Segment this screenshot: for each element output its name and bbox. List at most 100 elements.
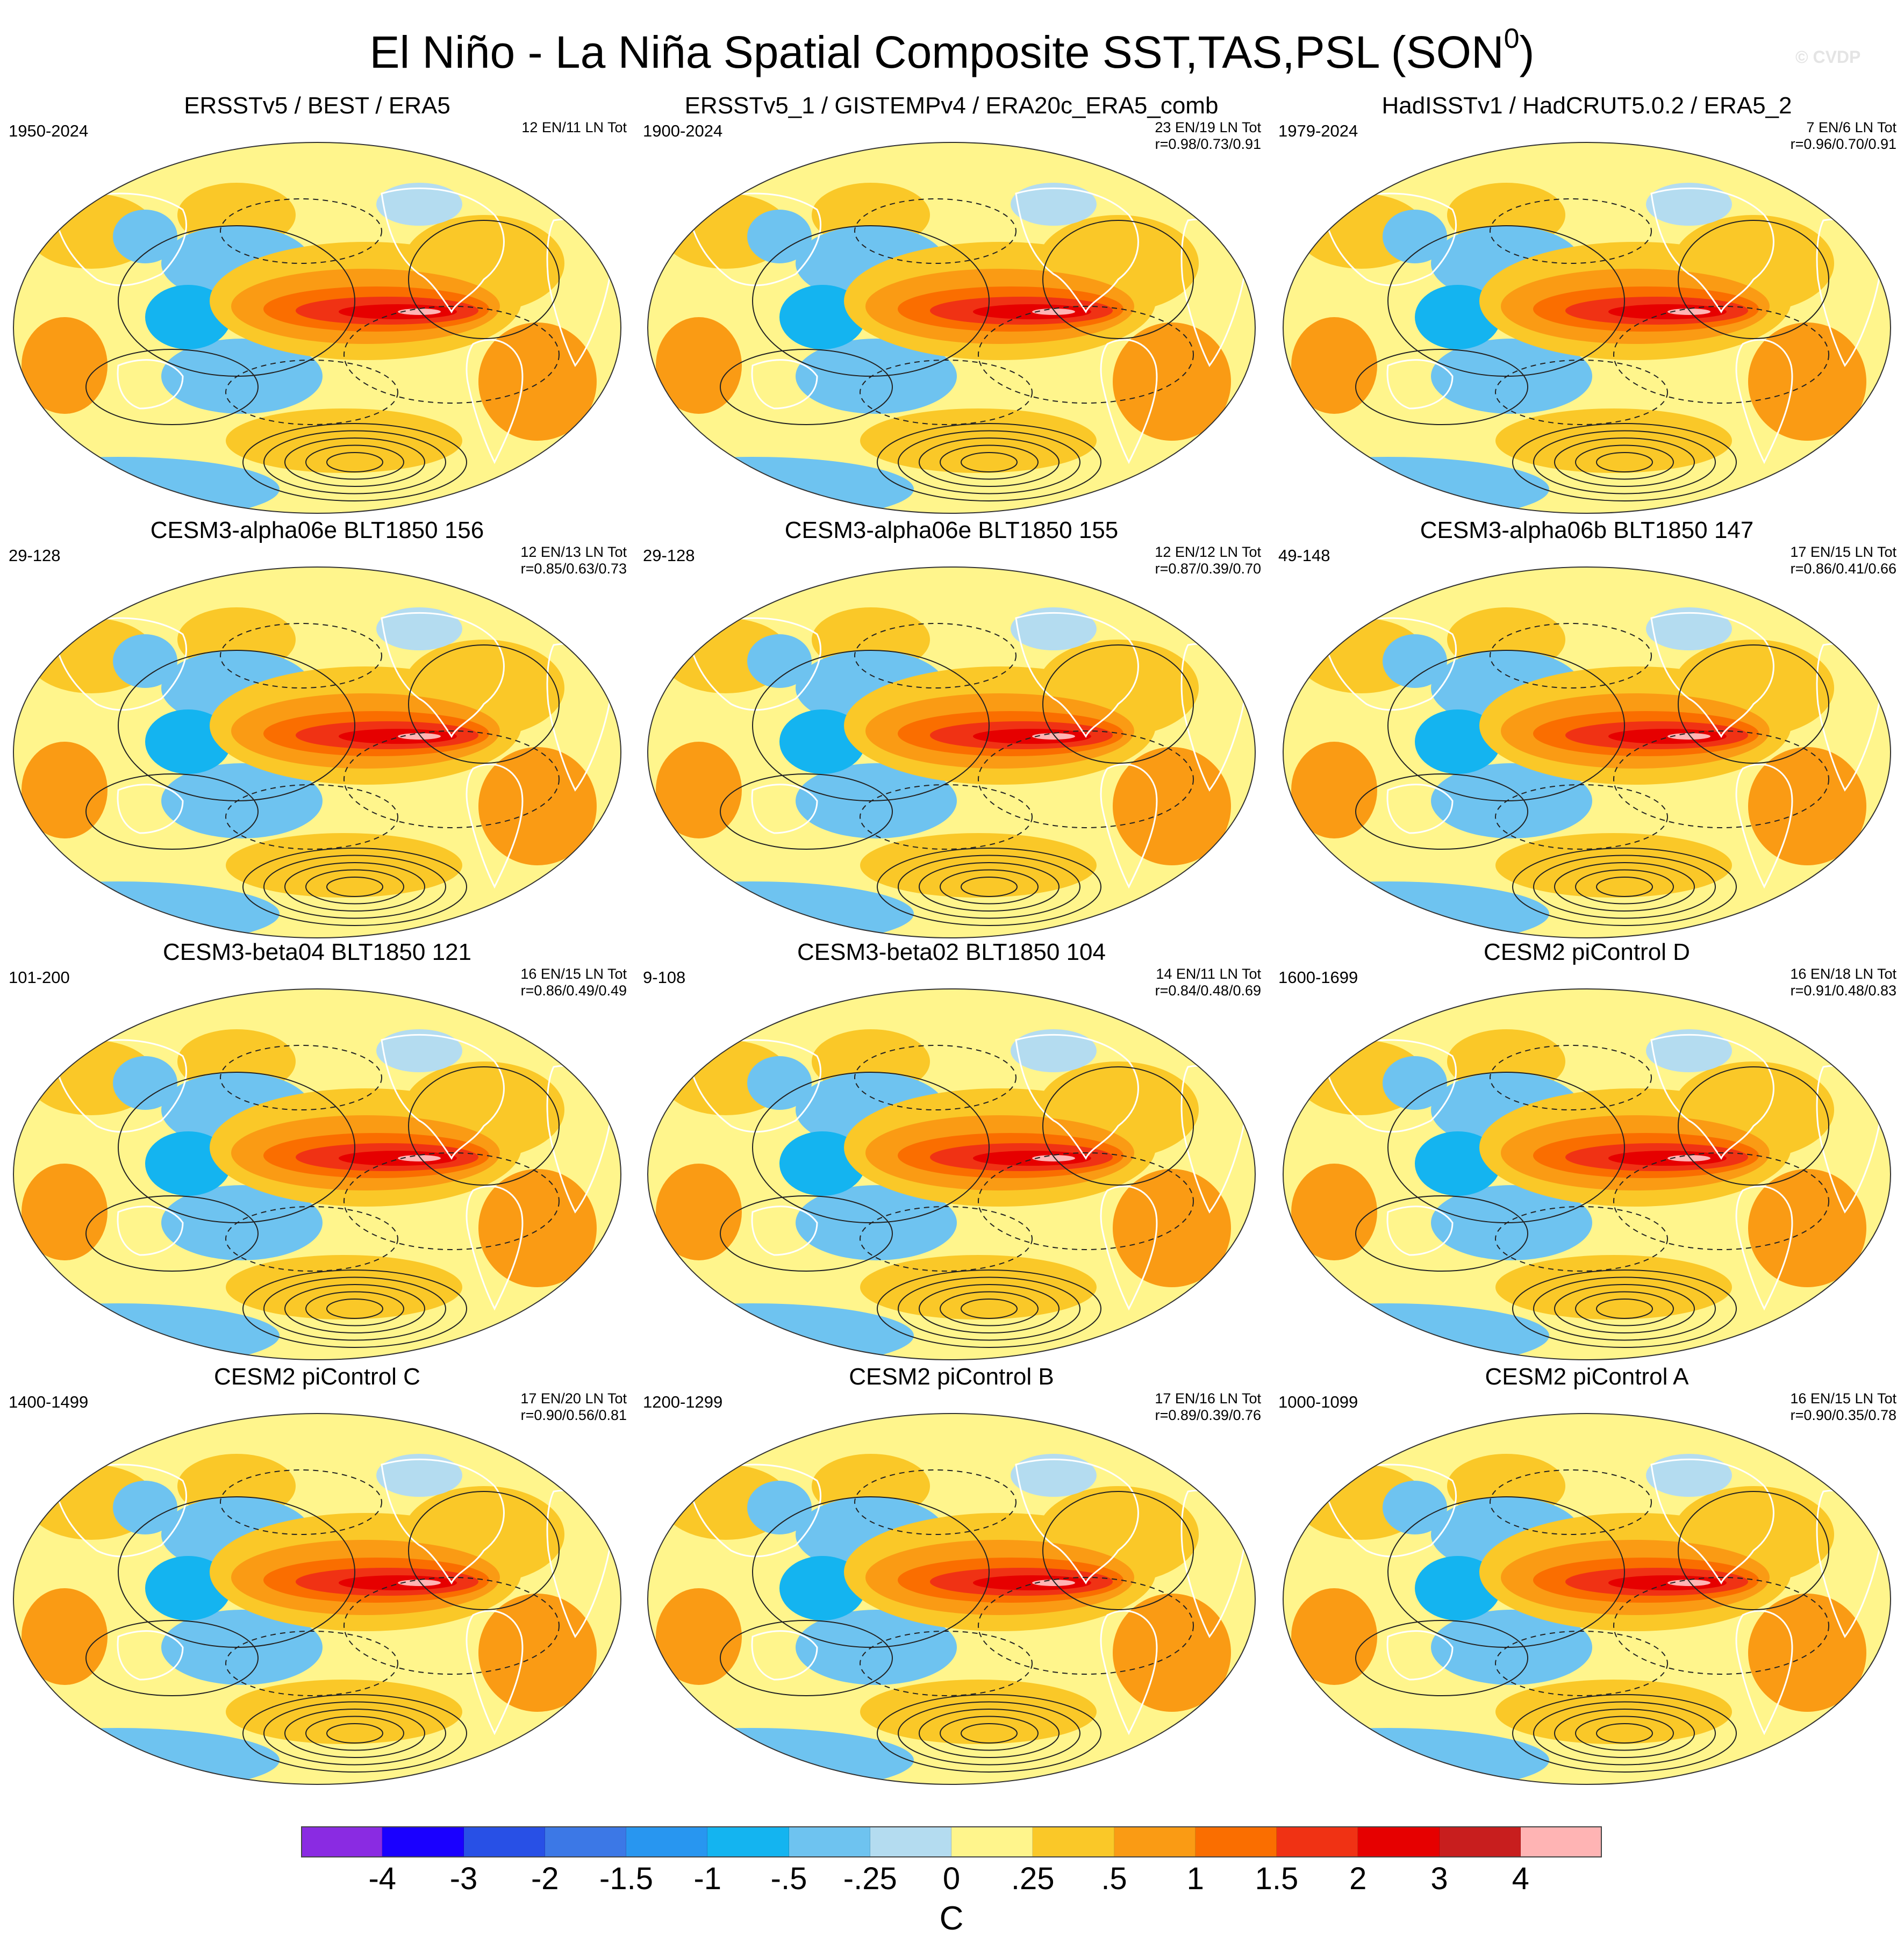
psl-contour [919, 437, 1060, 487]
sst-anomaly-region [1011, 607, 1097, 650]
psl-contour-negative [860, 784, 1033, 850]
coastline [1650, 1034, 1774, 1160]
psl-contour [720, 1620, 893, 1696]
coastline [1015, 187, 1139, 313]
psl-contour [263, 855, 446, 919]
psl-contour-negative [854, 1469, 1017, 1535]
psl-contour-negative [854, 198, 1017, 264]
colorbar-swatch [1358, 1826, 1440, 1857]
psl-contour-negative [1495, 360, 1668, 425]
sst-anomaly-region [1032, 1580, 1075, 1586]
colorbar-tick-label: 3 [1430, 1861, 1448, 1896]
psl-contour [1512, 1269, 1737, 1348]
coastline [1100, 1185, 1158, 1311]
panel-stats: 16 EN/15 LN Tot r=0.86/0.49/0.49 [520, 966, 627, 999]
coastline [751, 1630, 818, 1681]
psl-contour [961, 1723, 1018, 1744]
psl-contour-negative [343, 730, 560, 828]
composite-map [647, 142, 1256, 514]
psl-contour [1355, 1195, 1528, 1272]
coastline [117, 1630, 184, 1681]
psl-contour-negative [343, 1577, 560, 1675]
psl-contour-negative [1495, 784, 1668, 850]
coastline [1735, 763, 1793, 889]
psl-contour [1042, 1491, 1194, 1610]
psl-contour [408, 220, 560, 339]
coastline [1735, 1185, 1793, 1311]
sst-anomaly-region [1291, 317, 1377, 414]
psl-contour [305, 869, 404, 905]
panel-period: 1400-1499 [9, 1393, 89, 1411]
psl-contour [85, 349, 259, 425]
sst-anomaly-region [1748, 1169, 1866, 1287]
panel-period: 1900-2024 [643, 121, 723, 140]
psl-contour [85, 1620, 259, 1696]
map-panel: CESM3-alpha06e BLT1850 155 29-128 12 EN/12… [634, 516, 1269, 946]
coastline [1322, 192, 1457, 286]
coastline [466, 763, 524, 889]
colorbar-swatch [1195, 1826, 1277, 1857]
coastline [751, 1206, 818, 1256]
sst-anomaly-region [1011, 183, 1097, 226]
map-panel: CESM2 piControl C 1400-1499 17 EN/20 LN To… [0, 1362, 634, 1792]
sst-anomaly-region [1667, 733, 1710, 740]
psl-contour [408, 1066, 560, 1186]
panel-period: 1200-1299 [643, 1393, 723, 1411]
psl-contour [263, 1701, 446, 1766]
colorbar-swatch [789, 1826, 870, 1857]
psl-contour [919, 1284, 1060, 1333]
pattern-correlation: r=0.91/0.48/0.83 [1790, 982, 1896, 999]
psl-contour [305, 1291, 404, 1326]
map-border [1283, 566, 1891, 938]
psl-contour [1575, 1716, 1674, 1751]
coastline [1650, 1458, 1774, 1584]
sst-anomaly-region [1646, 1454, 1732, 1497]
sst-anomaly-region [860, 408, 1097, 473]
sst-anomaly-region [1495, 1255, 1732, 1319]
coastline [751, 359, 818, 410]
colorbar-tick-label: -1.5 [599, 1861, 653, 1896]
psl-contour [1678, 644, 1829, 764]
coastline [53, 192, 187, 286]
map-border [647, 566, 1256, 938]
sst-anomaly-region [1032, 1155, 1075, 1161]
colorbar-swatch [870, 1826, 951, 1857]
composite-map [13, 1413, 621, 1785]
psl-contour-negative [1613, 306, 1829, 404]
colorbar-tick-label: -2 [531, 1861, 559, 1896]
sst-anomaly-region [1748, 322, 1866, 441]
pattern-correlation: r=0.90/0.56/0.81 [520, 1407, 627, 1423]
psl-contour [940, 1716, 1039, 1751]
pattern-correlation: r=0.98/0.73/0.91 [1155, 136, 1261, 152]
psl-contour [1554, 1709, 1695, 1758]
coastline [53, 617, 187, 711]
psl-contour [898, 1276, 1080, 1341]
psl-contour [877, 848, 1101, 926]
panel-title: CESM2 piControl A [1485, 1364, 1689, 1390]
pattern-correlation: r=0.86/0.41/0.66 [1790, 561, 1896, 577]
coastline [1100, 1610, 1158, 1735]
psl-contour [1596, 877, 1653, 897]
sst-anomaly-region [376, 1454, 462, 1497]
colorbar-swatch [1277, 1826, 1358, 1857]
sst-anomaly-region [1495, 1680, 1732, 1744]
psl-contour [1533, 1276, 1716, 1341]
panel-title: CESM3-alpha06e BLT1850 155 [784, 517, 1119, 543]
colorbar-tick-label: -1 [693, 1861, 722, 1896]
event-count: 12 EN/13 LN Tot [520, 544, 627, 560]
map-panel: ERSSTv5_1 / GISTEMPv4 / ERA20c_ERA5_comb… [634, 91, 1269, 521]
panel-title: CESM3-alpha06e BLT1850 156 [150, 517, 484, 543]
psl-contour [305, 1716, 404, 1751]
map-border [647, 988, 1256, 1360]
coastline [1100, 763, 1158, 889]
coastline [466, 1610, 524, 1735]
psl-contour [940, 1291, 1039, 1326]
sst-anomaly-region [1748, 1594, 1866, 1712]
sst-anomaly-region [113, 210, 177, 263]
psl-contour-negative [854, 1045, 1017, 1110]
psl-contour-negative [978, 730, 1194, 828]
sst-anomaly-region [1113, 322, 1231, 441]
psl-contour-negative [978, 1577, 1194, 1675]
colorbar-tick-label: -3 [449, 1861, 478, 1896]
psl-contour [1554, 1284, 1695, 1333]
